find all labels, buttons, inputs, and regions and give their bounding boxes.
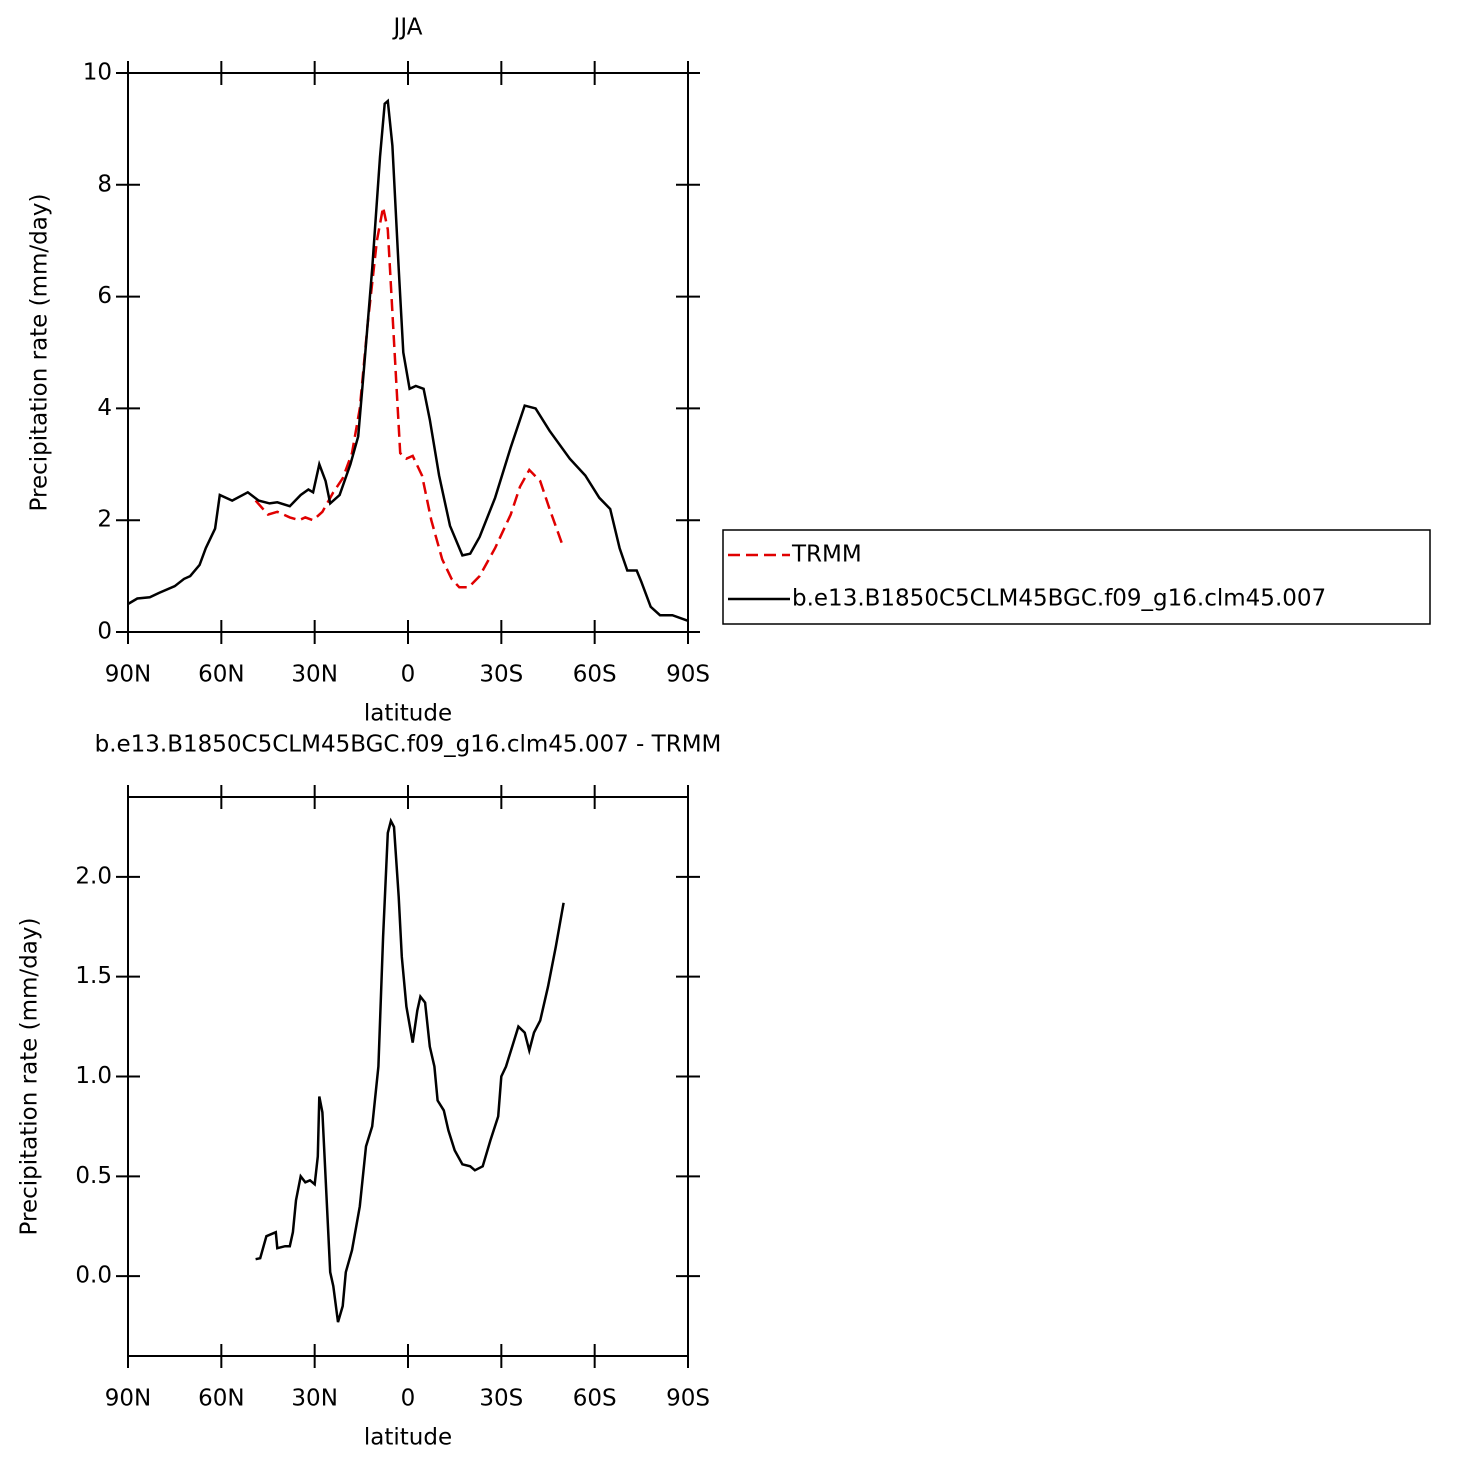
plot-frame bbox=[127, 72, 689, 633]
y-tick-label: 1.5 bbox=[75, 963, 112, 989]
x-tick-label: 90S bbox=[666, 1386, 710, 1412]
x-tick-label: 30S bbox=[479, 1386, 523, 1412]
x-axis-label: latitude bbox=[364, 701, 452, 727]
y-tick-label: 0.5 bbox=[75, 1163, 112, 1189]
x-tick-label: 30N bbox=[291, 1386, 337, 1412]
x-tick-label: 60N bbox=[198, 662, 244, 688]
chart-title: JJA bbox=[392, 15, 423, 41]
x-tick-label: 90S bbox=[666, 662, 710, 688]
y-axis-label: Precipitation rate (mm/day) bbox=[17, 918, 43, 1236]
y-tick-label: 0.0 bbox=[75, 1263, 112, 1289]
y-tick-label: 0 bbox=[97, 619, 112, 645]
y-tick-label: 8 bbox=[97, 171, 112, 197]
y-tick-label: 1.0 bbox=[75, 1063, 112, 1089]
x-tick-label: 0 bbox=[401, 1386, 416, 1412]
x-tick-label: 0 bbox=[401, 662, 416, 688]
data-line bbox=[127, 98, 689, 622]
data-line bbox=[254, 206, 565, 589]
y-tick-label: 10 bbox=[83, 60, 112, 86]
x-axis-label: latitude bbox=[364, 1425, 452, 1451]
y-tick-label: 4 bbox=[97, 395, 112, 421]
y-tick-label: 2.0 bbox=[75, 863, 112, 889]
plot-frame bbox=[127, 796, 689, 1357]
legend-label: TRMM bbox=[791, 542, 862, 568]
chart-title: b.e13.B1850C5CLM45BGC.f09_g16.clm45.007 … bbox=[95, 732, 722, 758]
legend-label: b.e13.B1850C5CLM45BGC.f09_g16.clm45.007 bbox=[792, 586, 1326, 612]
legend-box bbox=[722, 529, 1431, 625]
y-tick-label: 6 bbox=[97, 283, 112, 309]
y-tick-label: 2 bbox=[97, 507, 112, 533]
x-tick-label: 90N bbox=[105, 1386, 151, 1412]
x-tick-label: 30S bbox=[479, 662, 523, 688]
x-tick-label: 60S bbox=[573, 1386, 617, 1412]
x-tick-label: 90N bbox=[105, 662, 151, 688]
data-line bbox=[255, 817, 565, 1323]
y-axis-label: Precipitation rate (mm/day) bbox=[27, 194, 53, 512]
x-tick-label: 60N bbox=[198, 1386, 244, 1412]
x-tick-label: 30N bbox=[291, 662, 337, 688]
x-tick-label: 60S bbox=[573, 662, 617, 688]
